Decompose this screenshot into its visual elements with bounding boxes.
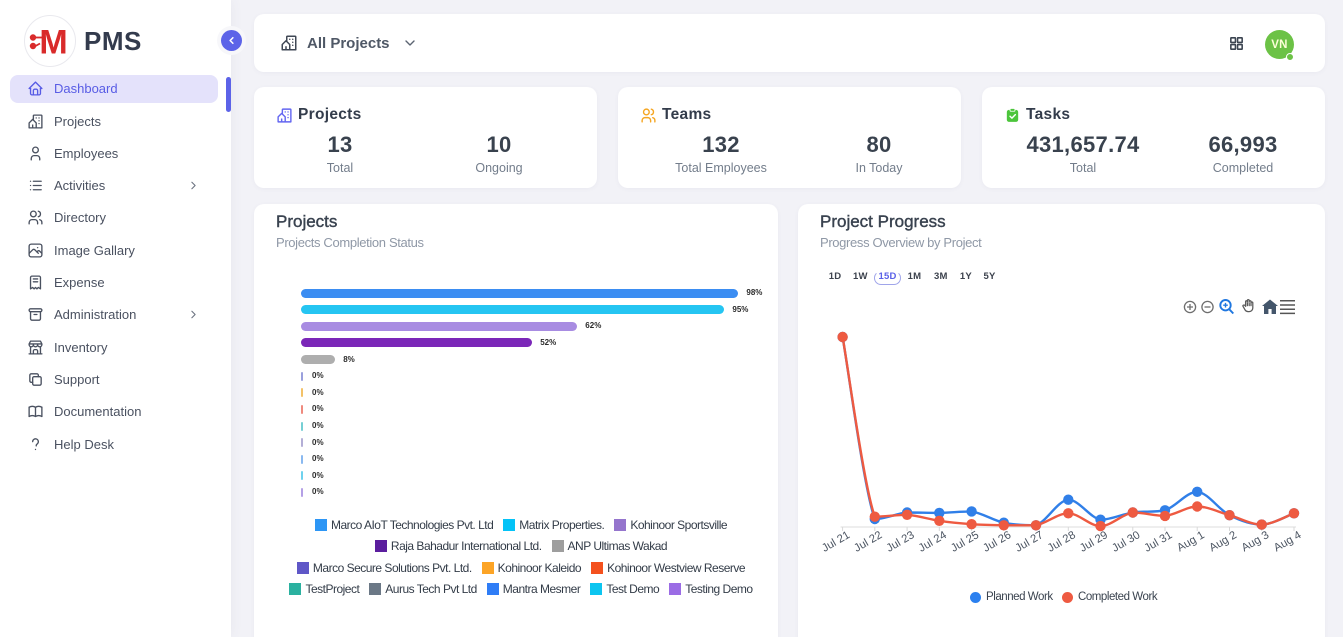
svg-text:Jul 31: Jul 31 (1142, 529, 1174, 554)
svg-text:Jul 28: Jul 28 (1046, 529, 1078, 554)
svg-text:Aug 1: Aug 1 (1175, 529, 1207, 554)
svg-text:Jul 23: Jul 23 (884, 529, 916, 554)
svg-text:Jul 24: Jul 24 (917, 529, 949, 554)
svg-text:Jul 25: Jul 25 (949, 529, 981, 554)
svg-text:M: M (39, 24, 67, 62)
svg-text:Jul 30: Jul 30 (1110, 529, 1142, 554)
svg-text:Jul 27: Jul 27 (1013, 529, 1045, 554)
svg-text:Aug 3: Aug 3 (1240, 529, 1272, 554)
svg-text:Jul 22: Jul 22 (852, 529, 884, 554)
svg-text:Aug 4: Aug 4 (1272, 529, 1304, 554)
svg-text:Jul 26: Jul 26 (981, 529, 1013, 554)
svg-text:Jul 21: Jul 21 (820, 529, 852, 554)
svg-text:Jul 29: Jul 29 (1078, 529, 1110, 554)
svg-text:Aug 2: Aug 2 (1207, 529, 1239, 554)
